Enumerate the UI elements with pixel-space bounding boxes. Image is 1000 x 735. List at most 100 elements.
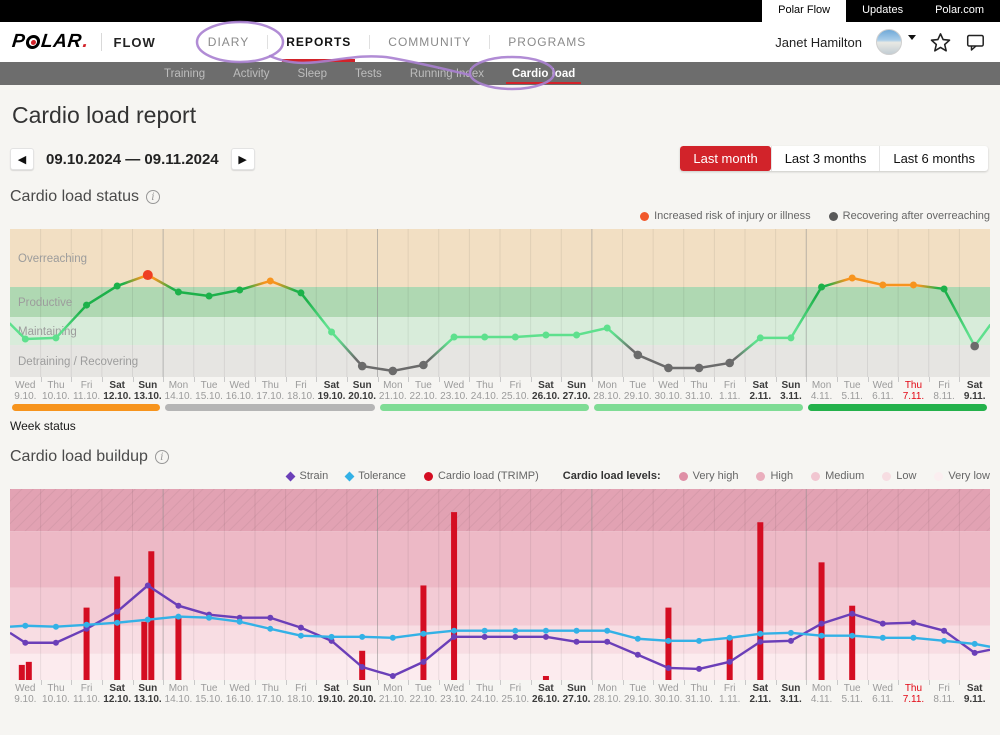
strain-point: [389, 672, 396, 679]
chevron-down-icon[interactable]: [908, 34, 916, 40]
legend-trimp: Cardio load (TRIMP): [423, 470, 539, 482]
legend-dot: [828, 211, 838, 221]
strain-point: [757, 638, 764, 645]
cardio-load-status-chart: Overreaching Productive Maintaining Detrain…: [10, 229, 990, 377]
band-overreaching: [10, 229, 990, 288]
axis-day-label: Thu 24.10.: [469, 680, 500, 705]
status-point: [419, 360, 428, 370]
tolerance-point: [941, 637, 948, 644]
status-point: [481, 333, 489, 341]
legend-strain: Strain: [286, 470, 329, 482]
strain-point: [573, 638, 580, 645]
status-point: [603, 324, 611, 332]
axis-day-label: Mon 14.10.: [163, 377, 194, 402]
axis-day-label: Fri 1.11.: [714, 377, 745, 402]
strain-point: [604, 638, 611, 645]
line-segment: [85, 284, 119, 307]
last-3-months-button[interactable]: Last 3 months: [770, 146, 880, 171]
buildup-section-title: Cardio load buildup: [10, 448, 148, 465]
week-status-segment: [808, 404, 987, 411]
legend-high: High: [756, 470, 793, 482]
tolerance-point: [542, 627, 549, 634]
status-point: [725, 358, 734, 368]
line-segment: [115, 273, 150, 288]
status-point: [694, 363, 704, 373]
line-segment: [269, 279, 303, 295]
strain-point: [267, 614, 274, 621]
strain-point: [696, 665, 703, 672]
week-status-label: Week status: [10, 419, 76, 433]
status-point: [174, 288, 182, 296]
tolerance-point: [971, 640, 978, 647]
tolerance-point: [83, 621, 90, 628]
tolerance-line: [10, 615, 990, 648]
status-point: [633, 350, 643, 360]
strain-point: [359, 664, 366, 671]
subnav-sleep[interactable]: Sleep: [297, 67, 327, 80]
rect-shape: [10, 489, 990, 532]
legend-label: Strain: [299, 470, 329, 482]
avatar[interactable]: [876, 29, 902, 55]
axis-day-label: Fri 8.11.: [928, 680, 960, 705]
user-name: Janet Hamilton: [775, 34, 862, 50]
nav-item-diary[interactable]: DIARY: [207, 35, 250, 49]
axis-day-label: Wed 30.10.: [653, 680, 684, 705]
tolerance-point: [879, 634, 886, 641]
nav-item-programs[interactable]: PROGRAMS: [508, 35, 587, 49]
logo-letter-p: P: [10, 31, 27, 52]
tolerance-point: [604, 627, 611, 634]
favorites-star-icon[interactable]: [930, 32, 951, 53]
axis-day-label: Thu 7.11.: [898, 680, 929, 705]
legend-label: Increased risk of injury or illness: [654, 210, 811, 222]
last-month-button[interactable]: Last month: [680, 146, 771, 171]
tolerance-point: [114, 619, 121, 626]
trimp-bar: [141, 621, 148, 680]
divider: [369, 35, 371, 49]
subnav-cardio-load[interactable]: Cardio load: [498, 62, 589, 85]
line-segment: [728, 336, 762, 365]
toptab-polar-com[interactable]: Polar.com: [935, 4, 984, 16]
feedback-bubble-icon[interactable]: [965, 32, 986, 52]
status-chart-x-axis: Wed 9.10. Thu 10.10. Fri 11.10. Sat 12.10. Sun 13…: [10, 377, 990, 402]
axis-day-label: Mon 21.10.: [377, 377, 409, 402]
strain-point: [420, 658, 427, 665]
tolerance-point: [22, 622, 29, 629]
axis-day-label: Thu 31.10.: [683, 377, 715, 402]
axis-day-label: Thu 7.11.: [898, 377, 929, 402]
buildup-legend: Strain Tolerance Cardio load (TRIMP) Car…: [10, 468, 990, 484]
subnav-activity[interactable]: Activity: [233, 67, 270, 80]
strain-point: [818, 620, 825, 627]
subnav-tests[interactable]: Tests: [354, 67, 382, 80]
date-selector-row: ◀ 09.10.2024 — 09.11.2024 ▶ Last month L…: [10, 146, 990, 172]
nav-item-reports[interactable]: REPORTS: [268, 22, 369, 62]
strain-point: [910, 619, 917, 626]
line-segment: [697, 361, 731, 370]
week-status-bar: [10, 404, 990, 412]
axis-day-label: Mon 4.11.: [806, 377, 837, 402]
subnav-running-index[interactable]: Running Index: [409, 67, 484, 80]
prev-period-button[interactable]: ◀: [10, 148, 34, 170]
strain-point: [297, 624, 304, 631]
logo-letters-lar: LAR: [40, 31, 83, 52]
status-point: [450, 333, 458, 341]
polar-logo[interactable]: P LAR.: [11, 31, 90, 53]
tolerance-point: [696, 637, 703, 644]
nav-item-community[interactable]: COMMUNITY: [388, 35, 472, 49]
status-chart-svg: Overreaching Productive Maintaining Detrain…: [10, 229, 990, 377]
axis-day-label: Sun 20.10.: [346, 680, 378, 705]
tolerance-point: [665, 637, 672, 644]
axis-day-label: Wed 6.11.: [867, 377, 899, 402]
trimp-bar: [83, 607, 90, 680]
toptab-updates[interactable]: Updates: [862, 4, 904, 16]
status-point: [511, 333, 519, 341]
subnav-training[interactable]: Training: [164, 67, 206, 80]
strain-point: [787, 637, 794, 644]
info-icon[interactable]: i: [154, 450, 169, 464]
tolerance-point: [389, 634, 396, 641]
tolerance-point: [206, 614, 213, 621]
info-icon[interactable]: i: [145, 190, 160, 204]
last-6-months-button[interactable]: Last 6 months: [879, 146, 988, 171]
toptab-polar-flow[interactable]: Polar Flow: [762, 0, 847, 22]
next-period-button[interactable]: ▶: [230, 148, 255, 170]
status-point: [756, 334, 764, 342]
